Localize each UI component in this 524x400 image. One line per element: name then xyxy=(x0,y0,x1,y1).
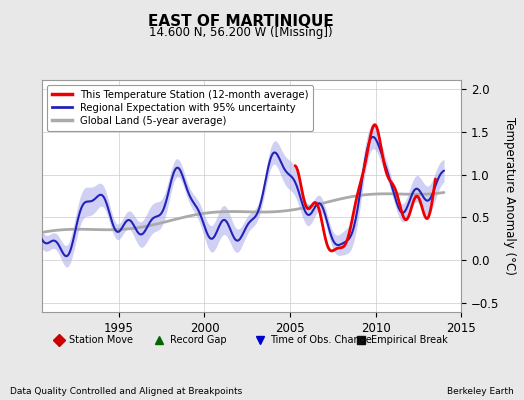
Text: EAST OF MARTINIQUE: EAST OF MARTINIQUE xyxy=(148,14,334,29)
Legend: This Temperature Station (12-month average), Regional Expectation with 95% uncer: This Temperature Station (12-month avera… xyxy=(47,85,313,131)
Text: Berkeley Earth: Berkeley Earth xyxy=(447,387,514,396)
Text: Data Quality Controlled and Aligned at Breakpoints: Data Quality Controlled and Aligned at B… xyxy=(10,387,243,396)
Text: Station Move: Station Move xyxy=(69,335,133,345)
Text: Time of Obs. Change: Time of Obs. Change xyxy=(270,335,372,345)
Text: Record Gap: Record Gap xyxy=(170,335,226,345)
Y-axis label: Temperature Anomaly (°C): Temperature Anomaly (°C) xyxy=(503,117,516,275)
Text: Empirical Break: Empirical Break xyxy=(371,335,447,345)
Text: 14.600 N, 56.200 W ([Missing]): 14.600 N, 56.200 W ([Missing]) xyxy=(149,26,333,39)
